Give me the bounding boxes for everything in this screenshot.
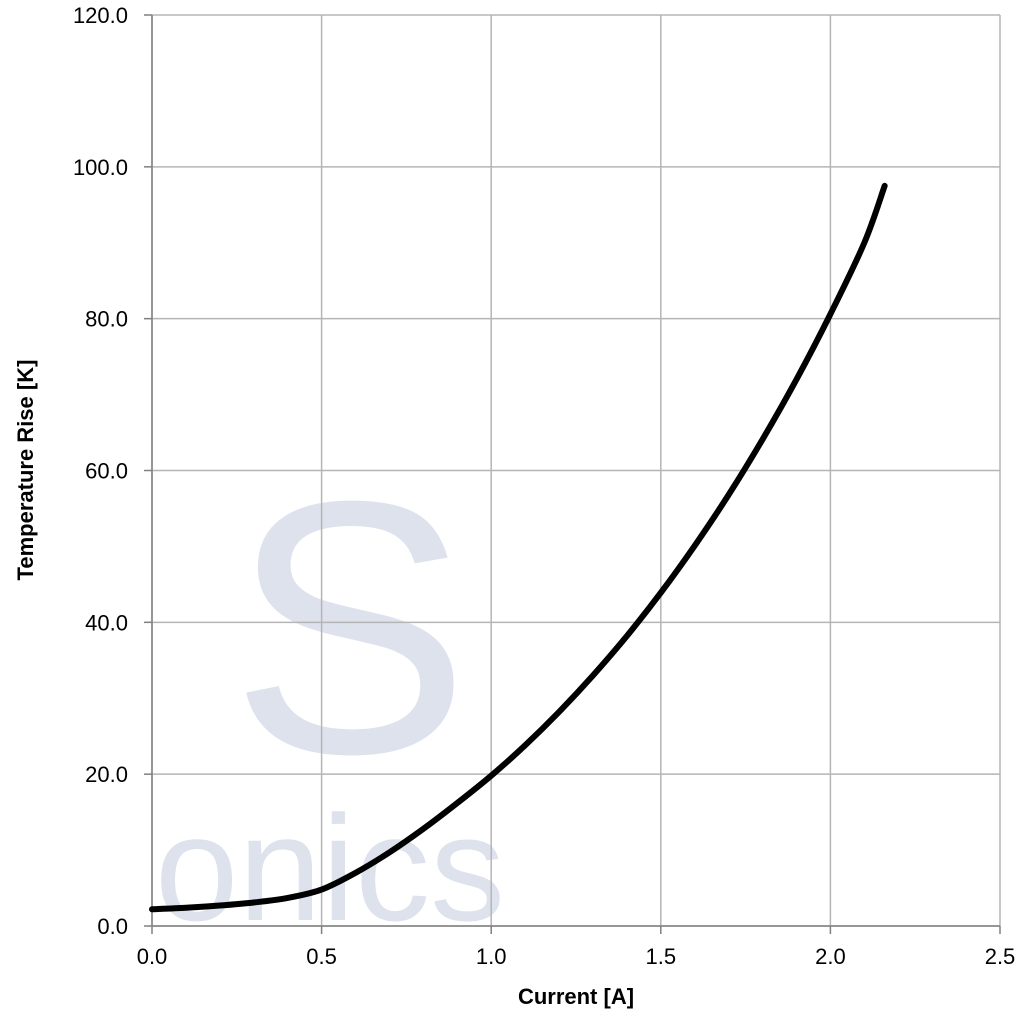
y-tick-label: 80.0 — [85, 307, 128, 332]
series-layer — [149, 182, 888, 913]
tick-labels: 0.0 0.5 1.0 1.5 2.0 2.5 0.0 20.0 40.0 60.0 80.0 100… — [73, 3, 1015, 969]
x-tick-label: 1.5 — [646, 944, 677, 969]
y-tick-label: 60.0 — [85, 459, 128, 484]
x-tick-label: 1.0 — [476, 944, 507, 969]
x-axis-title: Current [A] — [518, 984, 634, 1009]
x-tick-label: 0.0 — [137, 944, 168, 969]
series-line — [149, 182, 888, 913]
y-tick-label: 20.0 — [85, 762, 128, 787]
y-axis-title: Temperature Rise [K] — [13, 360, 38, 581]
grid — [144, 14, 1001, 934]
y-tick-label: 100.0 — [73, 155, 128, 180]
x-tick-label: 0.5 — [306, 944, 337, 969]
watermark: S onics — [155, 427, 505, 952]
x-tick-label: 2.0 — [815, 944, 846, 969]
watermark-letter: S — [230, 427, 470, 829]
y-tick-label: 120.0 — [73, 3, 128, 28]
y-tick-label: 40.0 — [85, 610, 128, 635]
x-tick-label: 2.5 — [985, 944, 1016, 969]
y-tick-label: 0.0 — [97, 914, 128, 939]
